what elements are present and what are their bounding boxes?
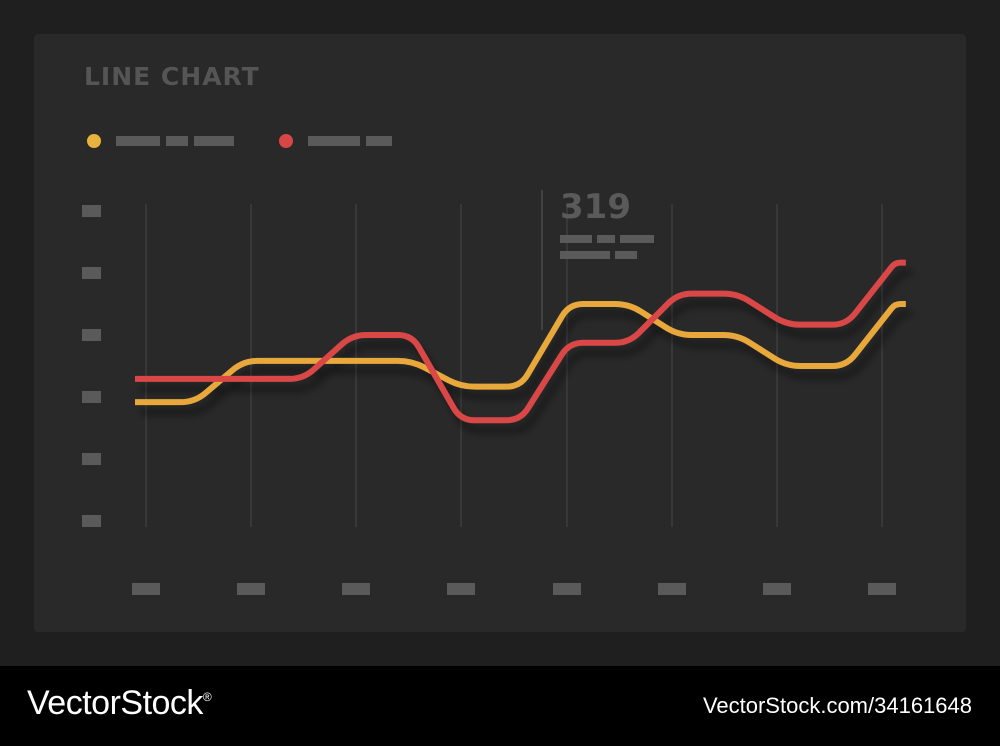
line-chart: 319: [82, 134, 906, 595]
footer-bar: VectorStock® VectorStock.com/34161648: [0, 666, 1000, 746]
y-tick-label: [82, 267, 101, 279]
x-tick-label: [763, 583, 791, 595]
gridlines: [145, 204, 883, 527]
y-tick-label: [82, 391, 101, 403]
brand-logo: VectorStock®: [27, 684, 212, 723]
highlight-placeholder: [615, 251, 637, 259]
legend-placeholder-2a: [308, 136, 360, 146]
highlight-placeholder: [560, 235, 592, 243]
x-tick-label: [342, 583, 370, 595]
legend: [87, 134, 392, 148]
brand-mark: ®: [202, 690, 212, 704]
chart-panel: [34, 34, 966, 632]
series-layer: [135, 259, 906, 424]
highlight-placeholder: [597, 235, 615, 243]
legend-marker-series-2: [279, 134, 293, 148]
y-tick-label: [82, 205, 101, 217]
y-tick-label: [82, 515, 101, 527]
series-line-1: [135, 301, 906, 406]
image-credit: VectorStock.com/34161648: [702, 693, 972, 718]
highlight-callout: 319: [541, 187, 654, 330]
highlight-value: 319: [560, 187, 631, 227]
legend-placeholder-1c: [194, 136, 234, 146]
y-axis: [82, 205, 101, 527]
highlight-placeholder: [560, 251, 610, 259]
x-tick-label: [237, 583, 265, 595]
legend-placeholder-1a: [116, 136, 160, 146]
x-tick-label: [447, 583, 475, 595]
brand-name: VectorStock: [27, 684, 203, 722]
y-tick-label: [82, 453, 101, 465]
x-tick-label: [658, 583, 686, 595]
legend-placeholder-2b: [366, 136, 392, 146]
highlight-placeholder: [620, 235, 654, 243]
series-line-2: [135, 259, 906, 424]
legend-placeholder-1b: [166, 136, 188, 146]
x-axis: [132, 583, 896, 595]
chart-title: LINE CHART: [84, 62, 260, 91]
y-tick-label: [82, 329, 101, 341]
x-tick-label: [868, 583, 896, 595]
legend-marker-series-1: [87, 134, 101, 148]
x-tick-label: [553, 583, 581, 595]
x-tick-label: [132, 583, 160, 595]
